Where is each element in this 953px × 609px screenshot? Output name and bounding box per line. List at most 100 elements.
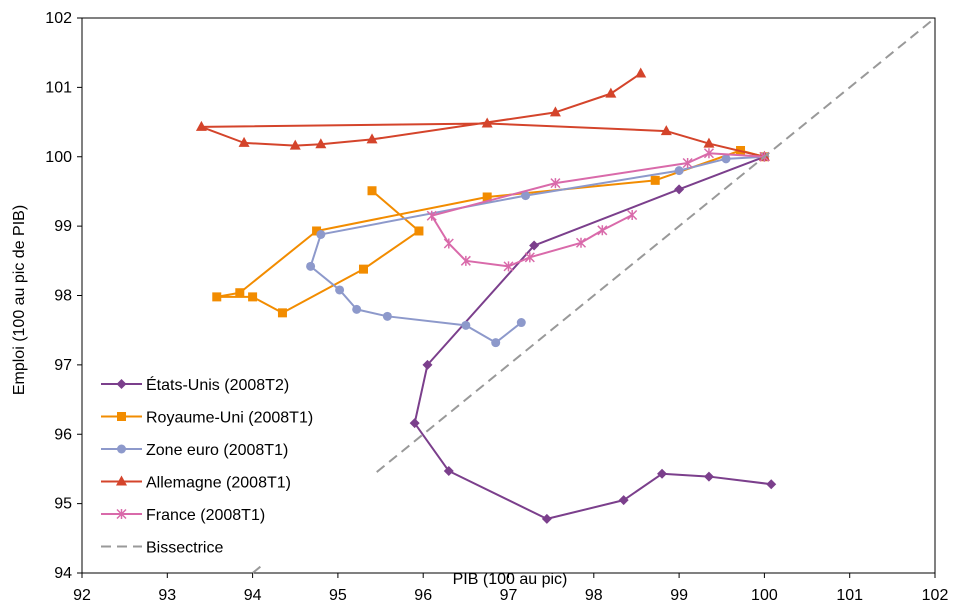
data-point [414,226,424,236]
legend-marker [117,412,126,421]
data-point [521,191,531,201]
data-point [482,192,492,202]
x-tick-label: 101 [836,587,863,604]
legend-label: Allemagne (2008T1) [146,475,291,492]
y-tick-label: 94 [54,565,72,582]
legend-marker [116,508,127,520]
x-tick-label: 100 [751,587,778,604]
data-point [682,157,693,169]
data-point [597,225,608,236]
data-point [721,154,731,164]
data-point [503,261,514,272]
data-point [660,125,672,136]
data-point [248,292,258,302]
legend-label: Royaume-Uni (2008T1) [146,410,313,427]
data-point [516,318,526,328]
data-point [524,252,535,263]
data-point [650,175,660,185]
data-point [367,186,377,196]
y-tick-label: 101 [45,79,72,96]
data-point [212,292,222,302]
data-point [627,209,638,221]
data-point [618,495,629,506]
x-tick-label: 94 [244,587,262,604]
x-tick-label: 96 [414,587,432,604]
data-point [277,308,287,318]
x-tick-label: 98 [585,587,603,604]
series-line [430,152,765,268]
data-point [703,471,714,482]
data-point [335,285,345,295]
data-point [316,229,326,239]
data-point [443,238,454,249]
axis-ticks: 92 93 94 95 96 97 98 99 100 101 102 94 95 96 97 98 99 100… [45,10,948,604]
data-point [703,137,715,148]
data-point [460,255,471,266]
data-point [461,320,471,330]
data-point [766,479,777,490]
y-tick-label: 97 [54,357,72,374]
y-tick-label: 96 [54,426,72,443]
data-point [575,237,587,248]
data-point [541,513,552,524]
data-point [635,67,647,78]
legend-item: États-Unis (2008T2) [101,375,289,394]
series-line [309,155,765,344]
data-point [703,148,714,159]
data-point [235,288,245,298]
legend-item: France (2008T1) [101,507,265,524]
x-tick-label: 102 [922,587,949,604]
series-line [200,72,765,158]
data-point [491,338,501,348]
data-point [529,240,540,251]
data-point [481,117,493,128]
x-tick-label: 93 [158,587,176,604]
data-point [358,264,368,274]
data-point [352,304,362,314]
y-axis-title: Emploi (100 au pic de PIB) [11,205,28,395]
data-point [312,226,322,236]
data-point [674,166,684,176]
legend-label: États-Unis (2008T2) [146,375,289,394]
legend-item: Royaume-Uni (2008T1) [101,410,313,427]
data-point [549,106,561,117]
data-point [238,136,250,147]
legend-marker [116,379,127,389]
y-tick-label: 102 [45,10,72,27]
data-point [657,468,668,479]
data-point [674,184,685,195]
legend-label: Bissectrice [146,540,223,557]
legend: États-Unis (2008T2) Royaume-Uni (2008T1) Z… [92,368,374,564]
data-point [289,139,301,150]
data-point [382,311,392,321]
data-point [605,87,617,98]
data-point [550,178,561,189]
y-tick-label: 99 [54,218,72,235]
x-tick-label: 99 [670,587,688,604]
data-point [426,210,437,221]
y-tick-label: 100 [45,149,72,166]
series-line [215,149,765,314]
data-point [422,359,433,370]
data-point [195,120,207,131]
data-point [306,261,316,271]
legend-label: France (2008T1) [146,507,265,524]
legend-marker [116,475,127,486]
y-tick-label: 95 [54,496,72,513]
x-tick-label: 92 [73,587,91,604]
legend-marker [117,444,126,454]
legend-item: Allemagne (2008T1) [101,475,291,492]
y-tick-label: 98 [54,288,72,305]
legend-item: Bissectrice [101,540,223,557]
legend-item: Zone euro (2008T1) [101,442,288,459]
legend-box [92,368,374,564]
data-point [443,466,454,477]
x-axis-title: PIB (100 au pic) [453,571,568,588]
x-tick-label: 97 [500,587,518,604]
data-point [366,133,378,144]
x-tick-label: 95 [329,587,347,604]
legend-label: Zone euro (2008T1) [146,442,288,459]
data-point [315,138,327,149]
data-point [409,418,420,429]
